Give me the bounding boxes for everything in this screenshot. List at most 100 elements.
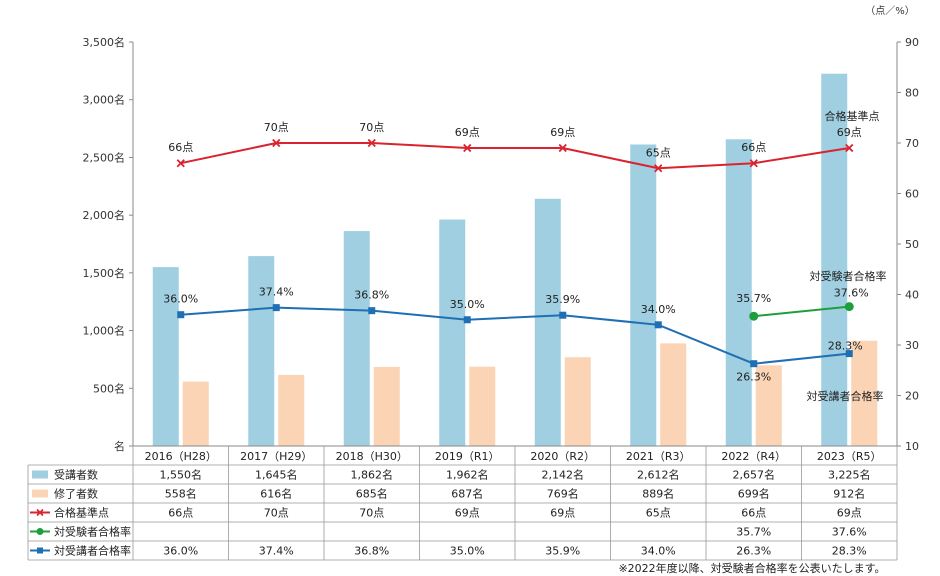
table-category-label: 2023（R5） (817, 450, 882, 463)
course-pass-rate-label: 36.8% (354, 289, 389, 302)
table-cell: 66点 (168, 507, 193, 520)
table-cell: 69点 (837, 507, 862, 520)
table-cell: 65点 (646, 507, 671, 520)
bar-completers (278, 374, 305, 446)
table-cell: 3,225名 (828, 468, 871, 482)
passing-score-label: 70点 (359, 121, 384, 134)
table-cell: 558名 (165, 487, 197, 501)
left-axis-tick-label: 500名 (93, 381, 125, 395)
table-cell: 1,645名 (255, 468, 298, 482)
right-axis-tick-label: 60 (905, 188, 919, 201)
legend-key-marker (36, 508, 44, 517)
bar-completers (182, 381, 209, 446)
left-axis-tick-label: 1,000名 (83, 324, 126, 338)
legend-key-marker (36, 528, 44, 535)
course-pass-rate-label: 37.4% (259, 286, 294, 299)
right-axis-tick-label: 50 (905, 238, 919, 251)
right-axis-tick-label: 70 (905, 137, 919, 150)
passing-score-label: 66点 (741, 141, 766, 154)
passing-score-label: 69点 (837, 126, 862, 139)
table-cell: 69点 (550, 507, 575, 520)
series-marker-square (177, 311, 185, 319)
annotation-passing-score: 合格基準点 (825, 109, 880, 123)
data-labels: 66点 70点 70点 69点 69点 65点 66点 69点 35.7% 37.6% 36.0% 3… (163, 121, 868, 384)
series-line (753, 305, 850, 318)
table-cell: 70点 (264, 507, 289, 520)
table-cell: 35.0% (450, 545, 485, 558)
passing-score-label: 69点 (455, 126, 480, 139)
course-pass-rate-label: 28.3% (828, 340, 863, 353)
series-marker-square (463, 316, 471, 324)
table-category-label: 2016（H28） (145, 450, 217, 463)
table-category-label: 2018（H30） (336, 450, 408, 463)
exam-pass-rate-label: 37.6% (834, 287, 869, 300)
legend-entry: 対受講者合格率 (54, 544, 131, 558)
exam-pass-rate-label: 35.7% (736, 292, 771, 305)
table-cell: 1,862名 (351, 468, 394, 482)
table-cell: 2,657名 (733, 468, 776, 482)
table-cell: 26.3% (736, 545, 771, 558)
right-axis-tick-label: 30 (905, 339, 919, 352)
table-cell: 687名 (451, 487, 483, 501)
bar-completers (660, 343, 687, 446)
left-axis-tick-label: 2,500名 (83, 150, 126, 164)
bar-attendees (439, 219, 466, 446)
table-cell: 36.8% (354, 545, 389, 558)
series-marker-x (463, 143, 472, 153)
series-line (180, 142, 850, 170)
legend-key-bar (32, 489, 48, 498)
left-axis-tick-label: 3,000名 (83, 93, 126, 107)
table-cell: 699名 (738, 487, 770, 501)
table-category-label: 2022（R4） (721, 450, 786, 463)
course-pass-rate-label: 34.0% (641, 303, 676, 316)
table-cell: 35.7% (736, 526, 771, 539)
table-cell: 912名 (833, 487, 865, 501)
table-cell: 70点 (359, 507, 384, 520)
course-pass-rate-label: 26.3% (736, 371, 771, 384)
lines (176, 138, 854, 368)
legend-key-marker (37, 547, 43, 554)
table-cell: 37.6% (832, 526, 867, 539)
table-category-label: 2021（R3） (626, 450, 691, 463)
series-marker-x (367, 138, 376, 148)
series-marker-x (845, 143, 854, 153)
axes: 名 500名 1,000名 1,500名 2,000名 2,500名 3,000名 3,500… (83, 35, 920, 453)
bar-attendees (534, 198, 561, 446)
course-pass-rate-label: 35.0% (450, 298, 485, 311)
table-cell: 28.3% (832, 545, 867, 558)
annotation-course-pass-rate: 対受講者合格率 (807, 389, 884, 403)
bar-attendees (725, 139, 752, 447)
series-marker-x (654, 164, 663, 173)
series-marker-square (654, 321, 662, 329)
course-pass-rate-label: 36.0% (163, 293, 198, 306)
series-marker-square (559, 311, 567, 319)
bar-attendees (248, 256, 275, 446)
footnote: ※2022年度以降、対受験者合格率を公表いたします。 (618, 561, 885, 575)
bar-attendees (821, 73, 848, 446)
bar-completers (469, 366, 496, 446)
bar-attendees (630, 144, 657, 447)
table-cell: 2,612名 (637, 468, 680, 482)
series-marker-x (558, 143, 567, 153)
series-marker-x (176, 159, 185, 168)
table-cell: 616名 (260, 487, 292, 501)
table-cell: 37.4% (259, 545, 294, 558)
table-cell: 34.0% (641, 545, 676, 558)
table-cell: 1,550名 (160, 468, 203, 482)
series-marker-square (368, 307, 376, 315)
right-axis-tick-label: 40 (905, 289, 919, 302)
passing-score-label: 66点 (168, 141, 193, 154)
bar-completers (564, 357, 591, 446)
table-cell: 69点 (455, 507, 480, 520)
series-marker-x (272, 138, 281, 148)
bar-completers (755, 365, 782, 446)
passing-score-label: 70点 (264, 121, 289, 134)
right-axis-tick-label: 10 (905, 440, 919, 453)
table-cell: 35.9% (545, 545, 580, 558)
table-cell: 685名 (356, 487, 388, 501)
course-pass-rate-label: 35.9% (545, 293, 580, 306)
passing-score-label: 69点 (550, 126, 575, 139)
legend-key-bar (32, 470, 48, 479)
table-cell: 1,962名 (446, 468, 489, 482)
